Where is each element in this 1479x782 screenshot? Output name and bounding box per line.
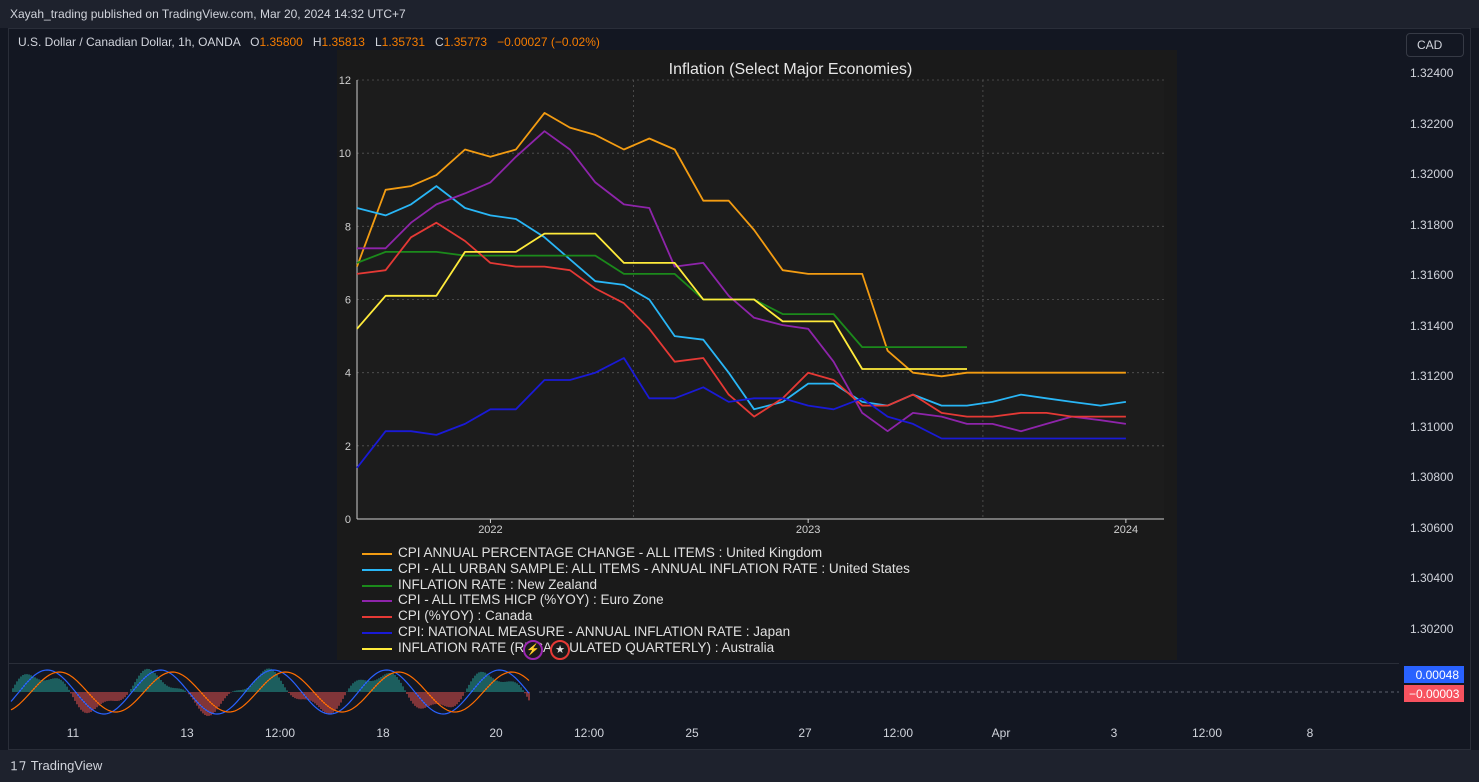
time-tick: 11 [66,726,80,740]
legend-item: INFLATION RATE : New Zealand [362,577,910,593]
symbol-name[interactable]: U.S. Dollar / Canadian Dollar, 1h, OANDA [18,35,241,49]
legend-label: CPI ANNUAL PERCENTAGE CHANGE - ALL ITEMS… [398,545,823,560]
price-tick: 1.32400 [1410,66,1454,80]
time-tick: 8 [1306,726,1314,740]
chart-title: Inflation (Select Major Economies) [669,61,913,78]
legend-swatch [362,568,392,571]
time-tick: 12:00 [573,726,605,740]
time-tick: 12:00 [264,726,296,740]
published-text: Xayah_trading published on TradingView.c… [10,7,406,21]
x-tick-label: 2022 [478,524,502,536]
legend-swatch [362,631,392,634]
oscillator-panel[interactable] [9,663,1399,720]
time-tick: 3 [1110,726,1118,740]
x-tick-label: 2024 [1114,524,1138,536]
oscillator-badge-up: 0.00048 [1404,666,1464,683]
time-tick: 12:00 [1191,726,1223,740]
legend-item: CPI - ALL URBAN SAMPLE: ALL ITEMS - ANNU… [362,561,910,577]
us-flag-icon[interactable]: ★ [550,640,570,660]
y-tick-label: 8 [345,221,351,233]
open-value: 1.35800 [259,35,303,49]
x-tick-label: 2023 [796,524,820,536]
footer-bar [0,750,1479,782]
open-label: O [250,35,260,49]
time-tick: 18 [376,726,390,740]
legend-item: CPI - ALL ITEMS HICP (%YOY) : Euro Zone [362,592,910,608]
series-line-6 [356,232,967,370]
price-tick: 1.30400 [1410,571,1454,585]
price-tick: 1.30800 [1410,470,1454,484]
plot-area [357,80,1164,519]
inflation-chart-svg: 0 2 4 6 8 10 12 2022 2023 2024 Inflation (Select M… [339,61,1164,536]
y-tick-label: 4 [345,368,351,380]
lightning-icon[interactable]: ⚡ [523,640,543,660]
legend-label: INFLATION RATE : New Zealand [398,576,598,592]
low-label: L [374,35,382,49]
high-value: 1.35813 [321,35,365,49]
inflation-chart: 0 2 4 6 8 10 12 2022 2023 2024 Inflation (Select M… [337,50,1177,660]
legend-swatch [362,600,392,603]
currency-button[interactable]: CAD [1406,33,1464,57]
price-axis[interactable]: 1.32400 1.32200 1.32000 1.31800 1.31600 1.314… [1400,60,1470,660]
legend-label: CPI (%YOY) : Canada [398,608,533,624]
y-tick-label: 10 [339,148,351,160]
time-tick: Apr [991,726,1011,740]
legend-item: CPI: NATIONAL MEASURE - ANNUAL INFLATION… [362,624,910,640]
series-line-2 [356,250,967,349]
legend-swatch [362,647,392,650]
legend-label: INFLATION RATE (RECALCULATED QUARTERLY) … [398,639,775,655]
price-tick: 1.32200 [1410,116,1454,131]
time-tick: 27 [798,726,812,740]
chart-legend: CPI ANNUAL PERCENTAGE CHANGE - ALL ITEMS… [362,545,910,656]
legend-item: INFLATION RATE (RECALCULATED QUARTERLY) … [362,640,910,656]
osc-macd-line [10,669,530,715]
legend-label: CPI: NATIONAL MEASURE - ANNUAL INFLATION… [398,623,791,639]
legend-item: CPI ANNUAL PERCENTAGE CHANGE - ALL ITEMS… [362,545,910,561]
price-tick: 1.31400 [1410,318,1454,333]
time-tick: 25 [685,726,699,740]
price-tick: 1.30600 [1410,520,1454,535]
high-label: H [312,35,322,49]
series-line-5 [356,357,1126,469]
price-tick: 1.31800 [1410,217,1454,232]
symbol-info[interactable]: U.S. Dollar / Canadian Dollar, 1h, OANDA… [18,35,600,49]
legend-swatch [362,553,392,555]
close-label: C [435,35,444,49]
legend-swatch [362,584,392,587]
osc-signal-line [10,671,530,713]
tradingview-logo-icon: 𝟷𝟽 [10,758,27,773]
change-value: −0.00027 (−0.02%) [497,35,600,49]
low-value: 1.35731 [381,35,426,49]
price-tick: 1.31000 [1410,419,1454,434]
y-tick-label: 2 [345,441,351,453]
time-tick: 20 [489,726,503,740]
legend-swatch [362,616,392,619]
price-tick: 1.31600 [1410,268,1454,282]
close-value: 1.35773 [443,35,488,49]
published-header: Xayah_trading published on TradingView.c… [0,0,1479,28]
legend-label: CPI - ALL URBAN SAMPLE: ALL ITEMS - ANNU… [398,560,910,576]
series-line-1 [356,185,1127,411]
time-tick: 12:00 [882,726,914,740]
tradingview-logo[interactable]: 𝟷𝟽 TradingView [10,758,102,774]
price-tick: 1.31200 [1410,369,1454,383]
price-tick: 1.32000 [1410,167,1454,181]
time-axis[interactable]: 11 13 12:00 18 20 12:00 25 27 12:00 Apr 3 12:00 8 [0,722,1400,744]
tradingview-brand: TradingView [30,758,103,773]
oscillator-svg [10,668,1399,716]
legend-label: CPI - ALL ITEMS HICP (%YOY) : Euro Zone [398,592,664,608]
y-tick-label: 6 [345,295,351,307]
series-line-0 [356,112,1126,378]
series-line-3 [357,130,1127,433]
time-tick: 13 [180,726,194,740]
oscillator-badge-down: −0.00003 [1404,685,1464,702]
y-tick-label: 12 [339,75,351,87]
y-tick-label: 0 [345,514,351,526]
series-line-4 [356,221,1126,418]
legend-item: CPI (%YOY) : Canada [362,608,910,624]
price-tick: 1.30200 [1410,621,1454,636]
